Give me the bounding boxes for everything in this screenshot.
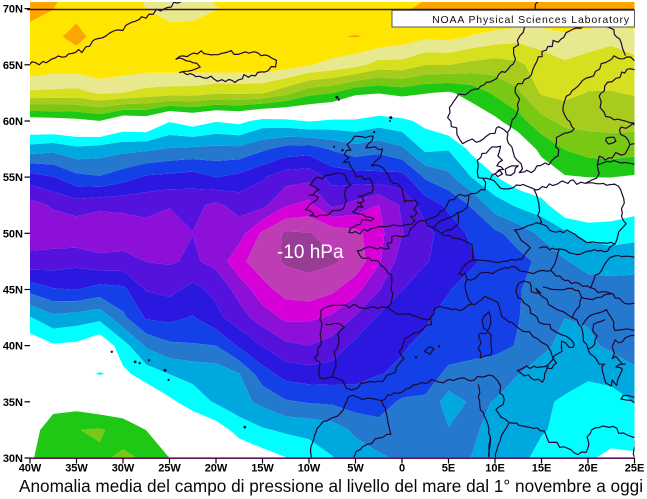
svg-text:35N: 35N xyxy=(3,397,23,409)
svg-text:15W: 15W xyxy=(251,463,274,475)
svg-text:40W: 40W xyxy=(19,463,42,475)
svg-text:25E: 25E xyxy=(625,463,645,475)
svg-text:70N: 70N xyxy=(3,4,23,16)
svg-text:10E: 10E xyxy=(485,463,505,475)
svg-text:65N: 65N xyxy=(3,60,23,72)
svg-text:20W: 20W xyxy=(205,463,228,475)
svg-text:35W: 35W xyxy=(65,463,88,475)
svg-text:50N: 50N xyxy=(3,228,23,240)
svg-text:15E: 15E xyxy=(532,463,552,475)
svg-text:5W: 5W xyxy=(347,463,364,475)
svg-text:60N: 60N xyxy=(3,116,23,128)
svg-text:40N: 40N xyxy=(3,341,23,353)
svg-text:30W: 30W xyxy=(112,463,135,475)
svg-text:30N: 30N xyxy=(3,453,23,465)
svg-text:0: 0 xyxy=(399,463,405,475)
svg-text:-10 hPa: -10 hPa xyxy=(277,242,344,263)
svg-text:55N: 55N xyxy=(3,172,23,184)
svg-text:NOAA Physical Sciences Laborat: NOAA Physical Sciences Laboratory xyxy=(432,14,630,26)
svg-text:10W: 10W xyxy=(298,463,321,475)
svg-text:Anomalia media del campo di pr: Anomalia media del campo di pressione al… xyxy=(19,476,643,496)
svg-text:45N: 45N xyxy=(3,285,23,297)
svg-text:25W: 25W xyxy=(158,463,181,475)
svg-text:20E: 20E xyxy=(578,463,598,475)
svg-text:5E: 5E xyxy=(442,463,455,475)
